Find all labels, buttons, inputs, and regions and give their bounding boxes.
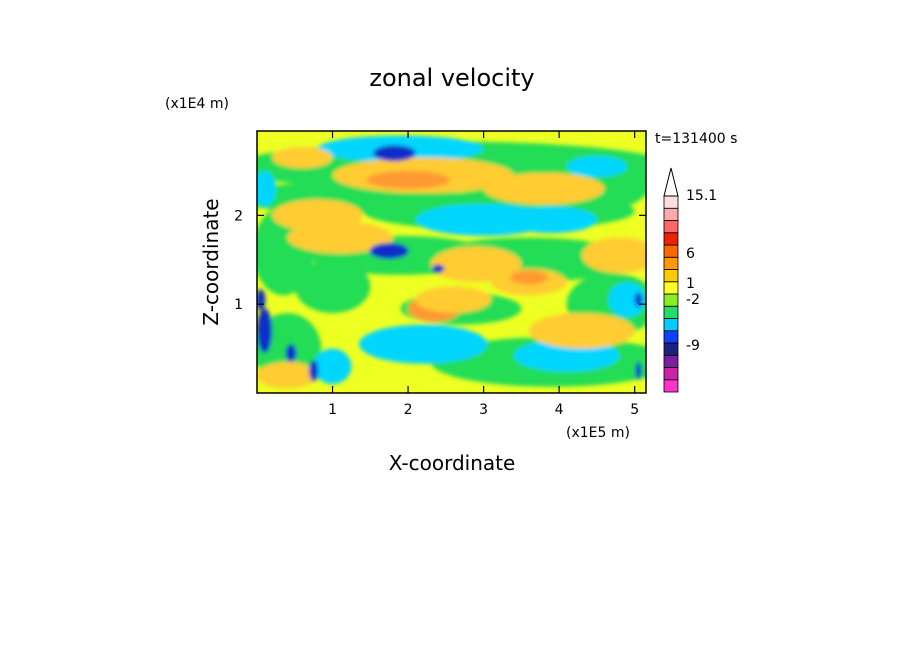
field-region-cyan bbox=[358, 324, 488, 364]
colorbar-swatch bbox=[663, 379, 679, 393]
chart-title: zonal velocity bbox=[369, 64, 534, 92]
colorbar-label: 6 bbox=[686, 246, 695, 262]
field-region-green bbox=[294, 259, 371, 314]
field-region-dark-blue bbox=[634, 292, 643, 307]
field-region-dark-blue bbox=[432, 264, 445, 274]
field-region-light-orange bbox=[287, 221, 393, 254]
x-tick-label: 2 bbox=[404, 402, 413, 418]
colorbar-swatch bbox=[663, 195, 679, 209]
x-tick-label: 1 bbox=[328, 402, 337, 418]
y-tick-label: 1 bbox=[234, 297, 243, 313]
field-region-light-orange bbox=[528, 313, 635, 349]
field-region-dark-blue bbox=[373, 145, 416, 162]
field-region-light-orange bbox=[483, 172, 605, 205]
colorbar-swatch bbox=[663, 354, 679, 368]
y-axis: 12 bbox=[234, 208, 646, 313]
field-region-light-orange bbox=[430, 246, 522, 282]
colorbar-swatch bbox=[663, 232, 679, 246]
y-unit-label: (x1E4 m) bbox=[165, 96, 229, 112]
colorbar-swatch bbox=[663, 256, 679, 270]
velocity-field bbox=[257, 131, 646, 393]
field-region-orange bbox=[366, 170, 450, 189]
y-axis-title: Z-coordinate bbox=[199, 198, 223, 325]
colorbar-swatch bbox=[663, 293, 679, 307]
field-region-light-orange bbox=[257, 361, 318, 389]
time-label: t=131400 s bbox=[655, 131, 737, 147]
field-region-dark-blue bbox=[257, 289, 266, 311]
x-tick-label: 4 bbox=[555, 402, 564, 418]
field-region-cyan bbox=[506, 206, 597, 234]
field-region-light-orange bbox=[415, 286, 492, 314]
colorbar-swatch bbox=[663, 342, 679, 356]
colorbar-swatch bbox=[663, 269, 679, 283]
field-region-dark-blue bbox=[369, 242, 409, 259]
field-region-light-orange bbox=[272, 146, 333, 169]
colorbar-swatch bbox=[663, 367, 679, 381]
colorbar-swatch bbox=[663, 244, 679, 258]
y-tick-label: 2 bbox=[234, 208, 243, 224]
x-tick-label: 5 bbox=[630, 402, 639, 418]
colorbar-label: -2 bbox=[686, 292, 700, 308]
x-axis: 1 2 3 4 5 bbox=[328, 131, 639, 418]
x-tick-label: 3 bbox=[479, 402, 488, 418]
field-region-dark-blue bbox=[285, 344, 297, 362]
plot-frame bbox=[256, 130, 647, 394]
colorbar-swatch bbox=[663, 330, 679, 344]
colorbar-label: -9 bbox=[686, 338, 700, 354]
colorbar-overflow-arrow bbox=[663, 167, 679, 197]
field-region-cyan bbox=[313, 348, 352, 385]
colorbar: 15.1 6 1-2 -9 bbox=[663, 167, 717, 393]
colorbar-swatch bbox=[663, 207, 679, 221]
field-region-orange bbox=[510, 270, 548, 285]
colorbar-swatch bbox=[663, 318, 679, 332]
field-region-dark-blue bbox=[257, 308, 273, 354]
colorbar-swatch bbox=[663, 220, 679, 234]
colorbar-label: 15.1 bbox=[686, 188, 717, 204]
field-region-light-orange bbox=[581, 237, 646, 274]
colorbar-swatch bbox=[663, 305, 679, 319]
field-region-cyan bbox=[257, 170, 276, 207]
x-axis-title: X-coordinate bbox=[389, 451, 516, 475]
x-unit-label: (x1E5 m) bbox=[566, 425, 630, 441]
colorbar-swatch bbox=[663, 281, 679, 295]
field-region-cyan bbox=[566, 155, 628, 178]
field-region-dark-blue bbox=[309, 360, 319, 382]
field-region-dark-blue bbox=[635, 361, 642, 380]
field-region-cyan bbox=[608, 281, 646, 318]
colorbar-label: 1 bbox=[686, 276, 695, 292]
